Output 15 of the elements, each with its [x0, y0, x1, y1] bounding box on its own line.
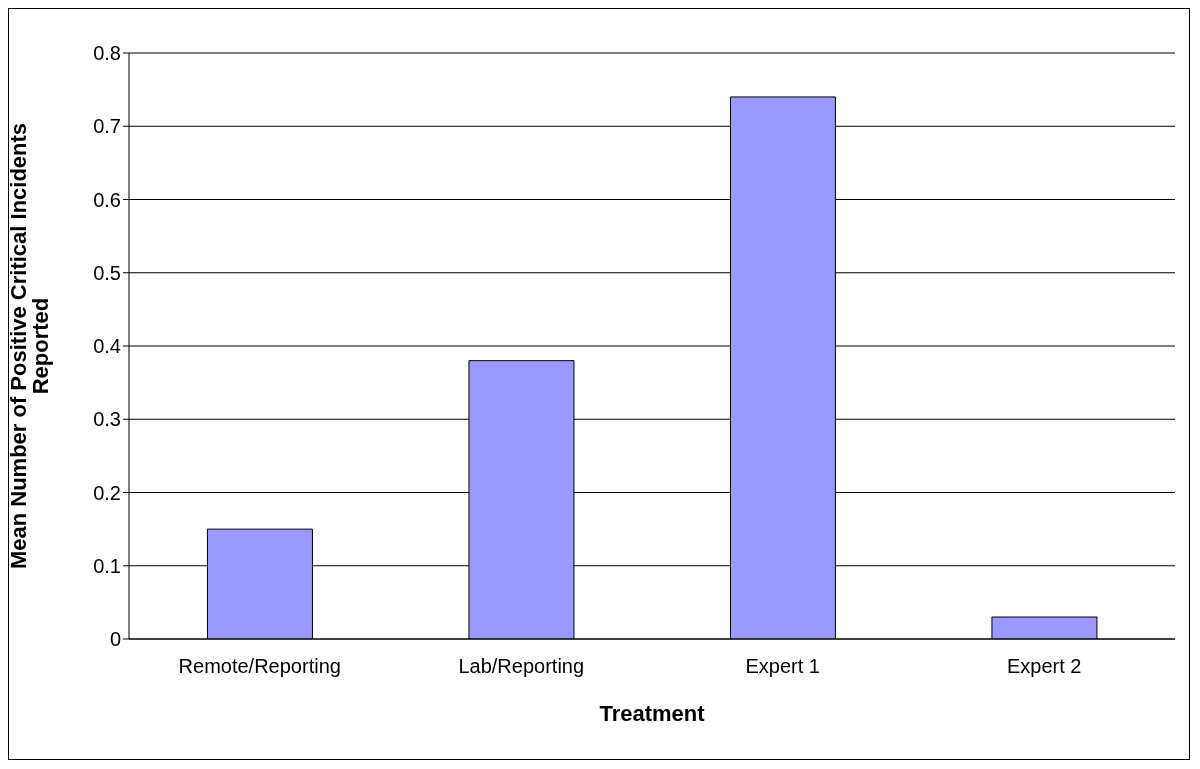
y-tick-label: 0.2: [93, 481, 121, 504]
x-tick-label: Remote/Reporting: [178, 655, 341, 678]
y-tick-label: 0.6: [93, 188, 121, 211]
x-tick-label: Lab/Reporting: [458, 655, 585, 678]
y-tick-label: 0: [109, 628, 121, 651]
y-axis-title: Mean Number of Positive Critical Incidents Reported: [5, 122, 53, 570]
y-tick-label: 0.7: [93, 115, 121, 138]
x-tick-label: Expert 2: [1007, 655, 1082, 678]
y-tick-label: 0.4: [93, 335, 121, 358]
x-tick-label: Expert 1: [745, 655, 820, 678]
y-tick-label: 0.3: [93, 408, 121, 431]
x-axis-title: Treatment: [599, 701, 706, 726]
y-tick-label: 0.5: [93, 261, 121, 284]
y-tick-label: 0.1: [93, 554, 121, 577]
y-tick-label: 0.8: [93, 42, 121, 65]
